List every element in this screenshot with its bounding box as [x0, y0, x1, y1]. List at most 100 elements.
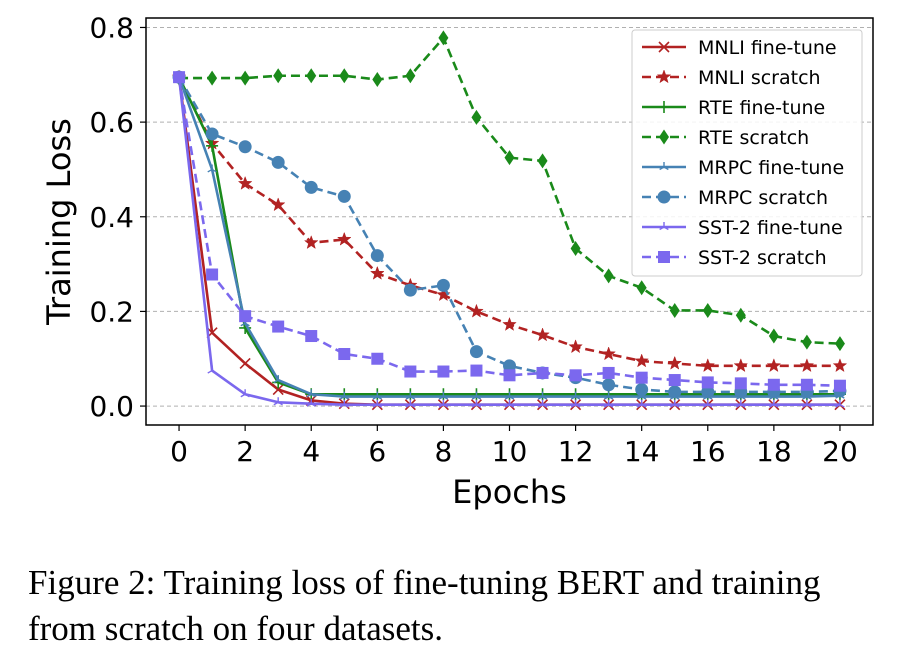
y-axis-label: Training Loss: [40, 118, 78, 326]
mnli-scratch-point: [766, 358, 782, 373]
sst-2-scratch-point: [635, 371, 648, 384]
sst-2-fine-tune-point: [570, 399, 581, 408]
axis-ticks: 0.0 0.2 0.4 0.6 0.8 0 2 4 6 8 10 12 14 16 18 20: [89, 11, 857, 468]
sst-2-fine-tune-point: [372, 399, 383, 408]
sst-2-fine-tune-point: [504, 399, 515, 408]
rte-scratch-point: [438, 30, 449, 46]
sst-2-scratch-point: [371, 352, 384, 365]
mnli-scratch-point: [634, 353, 650, 368]
rte-scratch-point: [603, 268, 614, 284]
x-tick-label: 6: [368, 435, 386, 468]
legend: MNLI fine-tune MNLI scratch RTE fine-tune R…: [631, 29, 863, 277]
x-tick-label: 8: [434, 435, 452, 468]
rte-scratch-point: [306, 68, 317, 84]
mnli-scratch-point: [601, 346, 616, 361]
rte-scratch-point: [504, 150, 515, 166]
rte-scratch-point: [834, 336, 845, 352]
rte-scratch-point: [735, 307, 746, 323]
y-tick-label: 0.0: [89, 390, 134, 423]
rte-scratch-point: [702, 302, 713, 318]
x-tick-label: 0: [170, 435, 188, 468]
legend-box: [631, 29, 863, 277]
mrpc-fine-tune-point: [339, 391, 349, 400]
x-tick-label: 16: [690, 435, 726, 468]
mrpc-scratch-point: [635, 383, 649, 397]
legend-label-sst-2-fine-tune: SST-2 fine-tune: [698, 217, 843, 239]
legend-label-mrpc-fine-tune: MRPC fine-tune: [698, 157, 844, 179]
sst-2-scratch-point: [503, 369, 516, 382]
x-axis-label: Epochs: [452, 473, 567, 511]
sst-2-fine-tune-point: [537, 399, 548, 408]
mrpc-fine-tune-point: [504, 391, 515, 400]
legend-marker-rte-fine-tune: [658, 101, 670, 113]
mrpc-fine-tune-point: [438, 391, 449, 400]
sst-2-fine-tune-point: [703, 399, 713, 408]
sst-2-scratch-point: [800, 378, 813, 391]
mrpc-fine-tune-point: [471, 391, 482, 400]
sst-2-scratch-point: [470, 364, 483, 377]
x-tick-label: 2: [236, 435, 254, 468]
sst-2-scratch-point: [833, 379, 846, 392]
mrpc-scratch-point: [436, 278, 450, 292]
x-tick-label: 18: [756, 435, 792, 468]
mrpc-scratch-point: [304, 180, 318, 194]
sst-2-scratch-point: [602, 366, 615, 379]
mnli-scratch-point: [700, 358, 716, 373]
mrpc-scratch-point: [503, 359, 516, 373]
sst-2-scratch-point: [206, 268, 219, 281]
mnli-scratch-point: [667, 355, 683, 370]
rte-scratch-point: [207, 70, 218, 86]
figure-caption: Figure 2: Training loss of fine-tuning B…: [28, 563, 821, 648]
rte-scratch-point: [636, 280, 647, 296]
mnli-scratch-point: [469, 303, 484, 318]
x-tick-label: 12: [558, 435, 594, 468]
legend-marker-mrpc-scratch: [657, 190, 671, 204]
mrpc-fine-tune-point: [273, 375, 283, 384]
legend-label-rte-fine-tune: RTE fine-tune: [698, 97, 825, 119]
sst-2-fine-tune-point: [339, 399, 349, 408]
rte-fine-tune-point: [206, 139, 219, 152]
y-tick-label: 0.8: [89, 11, 134, 44]
mnli-scratch-point: [336, 231, 352, 246]
sst-2-scratch-point: [173, 71, 186, 84]
sst-2-fine-tune-point: [405, 399, 416, 408]
mrpc-fine-tune-point: [570, 391, 581, 400]
mnli-scratch-point: [799, 358, 815, 373]
legend-marker-rte-scratch: [659, 129, 669, 145]
mrpc-fine-tune-point: [372, 391, 383, 400]
rte-scratch-point: [537, 153, 548, 169]
mrpc-scratch-point: [469, 345, 483, 359]
x-tick-label: 20: [822, 435, 858, 468]
legend-marker-sst-2-scratch: [658, 251, 670, 263]
mrpc-fine-tune-point: [207, 164, 217, 173]
legend-label-mnli-fine-tune: MNLI fine-tune: [698, 37, 837, 59]
sst-2-scratch-line: [177, 76, 840, 388]
training-loss-chart: 0.00.20.40.60.80 2 4 6 8 10 12 14 16 18 20 Epochs …: [40, 11, 874, 511]
sst-2-scratch-point: [767, 378, 780, 391]
sst-2-fine-tune-point: [603, 399, 614, 408]
y-tick-label: 0.4: [89, 201, 134, 234]
mrpc-scratch-point: [238, 140, 252, 154]
legend-label-sst-2-scratch: SST-2 scratch: [698, 247, 827, 269]
sst-2-scratch-point: [338, 348, 351, 361]
sst-2-fine-tune-point: [835, 399, 845, 408]
mnli-scratch-point: [270, 197, 286, 212]
rte-scratch-point: [240, 70, 251, 86]
sst-2-scratch-point: [437, 365, 450, 378]
mnli-scratch-point: [733, 358, 749, 373]
mnli-scratch-point: [535, 327, 550, 342]
mnli-scratch-point: [237, 175, 253, 190]
sst-2-scratch-point: [569, 369, 582, 382]
mnli-fine-tune-point: [239, 357, 251, 370]
mrpc-fine-tune-point: [306, 389, 316, 398]
sst-2-fine-tune-point: [471, 399, 482, 408]
sst-2-fine-tune-point: [636, 399, 647, 408]
sst-2-scratch-point: [239, 310, 252, 323]
sst-2-scratch-point: [404, 365, 417, 378]
rte-scratch-point: [768, 328, 779, 344]
mrpc-fine-tune-point: [603, 391, 614, 400]
mrpc-scratch-point: [403, 283, 417, 297]
sst-2-scratch-point: [272, 320, 285, 333]
mrpc-scratch-point: [205, 127, 219, 141]
legend-marker-mnli-fine-tune: [658, 41, 670, 53]
